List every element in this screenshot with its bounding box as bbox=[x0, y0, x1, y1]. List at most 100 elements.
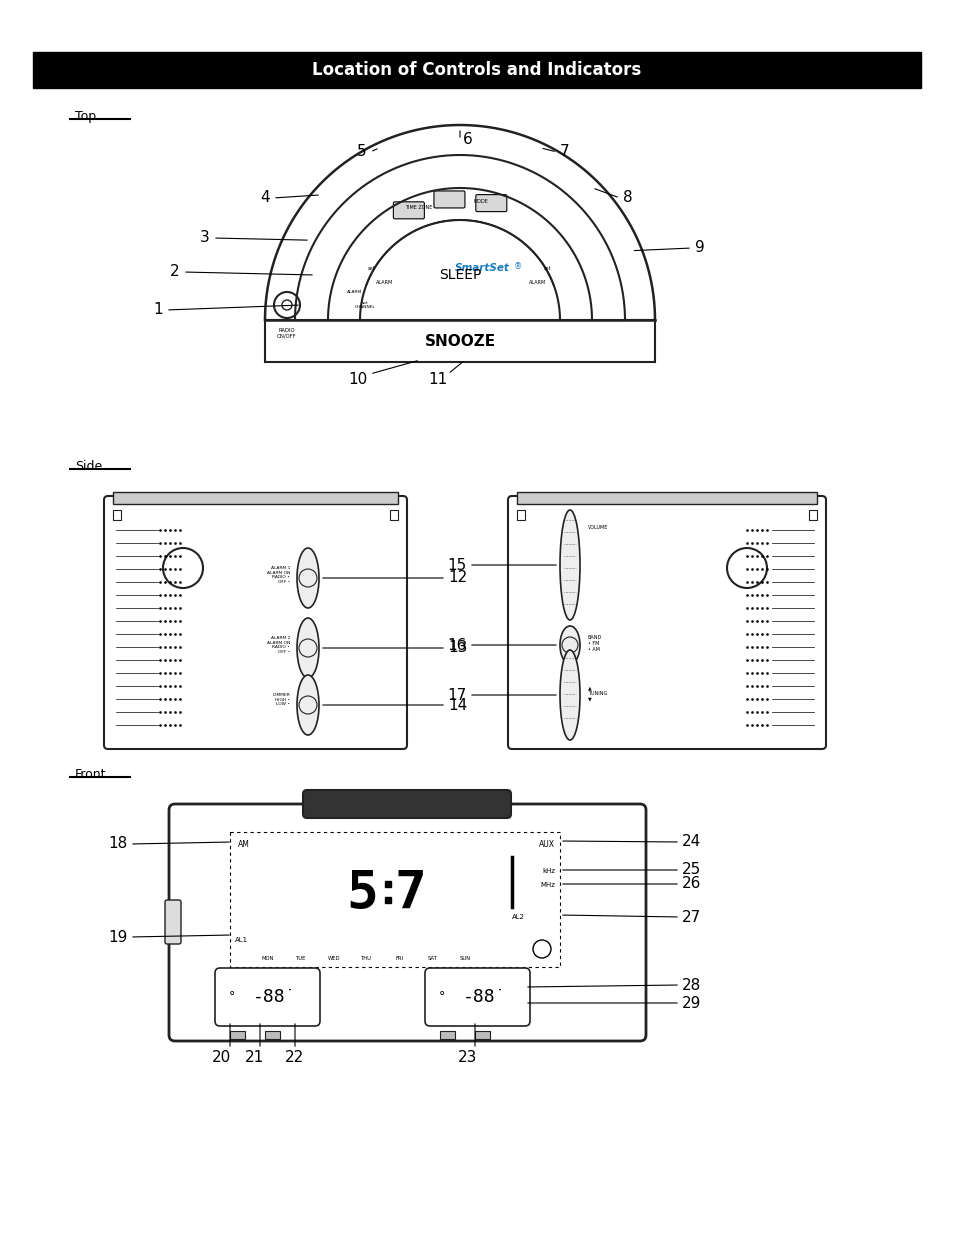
Bar bbox=[112, 492, 397, 504]
Text: Front: Front bbox=[75, 768, 107, 781]
FancyBboxPatch shape bbox=[169, 804, 645, 1041]
Text: Side: Side bbox=[75, 459, 102, 473]
Text: 29: 29 bbox=[681, 995, 701, 1010]
FancyBboxPatch shape bbox=[393, 201, 424, 219]
Bar bbox=[230, 832, 559, 967]
Bar bbox=[517, 510, 524, 520]
Text: 7: 7 bbox=[394, 868, 425, 920]
Text: 15: 15 bbox=[447, 557, 466, 573]
Text: AM: AM bbox=[237, 840, 250, 848]
Text: 6: 6 bbox=[462, 132, 473, 147]
Bar bbox=[265, 1031, 280, 1039]
Text: ALARM: ALARM bbox=[347, 290, 362, 294]
Text: 9: 9 bbox=[695, 241, 704, 256]
Text: ALARM 2
ALARM ON
RADIO •
OFF •: ALARM 2 ALARM ON RADIO • OFF • bbox=[267, 636, 290, 653]
Text: THU: THU bbox=[360, 956, 372, 961]
Text: 11: 11 bbox=[428, 373, 447, 388]
Text: set: set bbox=[368, 266, 375, 270]
Bar bbox=[390, 510, 397, 520]
Text: -88˙: -88˙ bbox=[253, 988, 296, 1007]
Text: 28: 28 bbox=[681, 977, 700, 993]
Text: MHz: MHz bbox=[539, 882, 555, 888]
Bar bbox=[808, 510, 816, 520]
Text: ALARM: ALARM bbox=[376, 279, 394, 284]
Text: 14: 14 bbox=[448, 698, 467, 713]
Text: SLEEP: SLEEP bbox=[438, 268, 480, 282]
Ellipse shape bbox=[296, 548, 318, 608]
FancyBboxPatch shape bbox=[507, 496, 825, 748]
Bar bbox=[230, 1031, 245, 1039]
Text: set
CHANNEL: set CHANNEL bbox=[355, 300, 375, 309]
Text: RADIO
ON/OFF: RADIO ON/OFF bbox=[277, 329, 296, 338]
Text: Top: Top bbox=[75, 110, 96, 124]
Text: ▲
TUNING
▼: ▲ TUNING ▼ bbox=[587, 685, 607, 701]
Text: 18: 18 bbox=[109, 836, 128, 851]
Text: VOLUME: VOLUME bbox=[587, 525, 608, 530]
Text: ALARM 1
ALARM ON
RADIO •
OFF •: ALARM 1 ALARM ON RADIO • OFF • bbox=[267, 566, 290, 584]
Text: AL2: AL2 bbox=[512, 914, 524, 920]
Ellipse shape bbox=[559, 510, 579, 620]
Text: 16: 16 bbox=[447, 637, 466, 652]
Ellipse shape bbox=[559, 650, 579, 740]
Text: BAND
• FM
• AM: BAND • FM • AM bbox=[587, 635, 601, 652]
Text: Location of Controls and Indicators: Location of Controls and Indicators bbox=[312, 61, 641, 79]
Text: 20: 20 bbox=[213, 1050, 232, 1065]
Text: 5: 5 bbox=[346, 868, 377, 920]
Text: 24: 24 bbox=[681, 835, 700, 850]
Text: 12: 12 bbox=[448, 571, 467, 585]
Ellipse shape bbox=[296, 676, 318, 735]
Text: MODE: MODE bbox=[473, 199, 488, 204]
FancyBboxPatch shape bbox=[476, 195, 506, 211]
Text: 26: 26 bbox=[681, 877, 701, 892]
Text: 21: 21 bbox=[245, 1050, 264, 1065]
Text: °: ° bbox=[229, 990, 235, 1004]
Text: 27: 27 bbox=[681, 909, 700, 925]
Text: 13: 13 bbox=[448, 641, 467, 656]
Text: °: ° bbox=[438, 990, 445, 1004]
Text: 17: 17 bbox=[447, 688, 466, 703]
Text: TUE: TUE bbox=[295, 956, 306, 961]
FancyBboxPatch shape bbox=[214, 968, 319, 1026]
FancyBboxPatch shape bbox=[434, 191, 464, 207]
Text: SNOOZE: SNOOZE bbox=[424, 333, 495, 348]
Text: 8: 8 bbox=[622, 190, 632, 205]
Text: SmartSet: SmartSet bbox=[454, 263, 509, 273]
Text: -88˙: -88˙ bbox=[463, 988, 506, 1007]
Bar bbox=[517, 492, 816, 504]
Text: set: set bbox=[543, 266, 551, 270]
Text: ALARM: ALARM bbox=[529, 279, 546, 284]
Text: AL1: AL1 bbox=[234, 937, 248, 944]
Bar bbox=[265, 320, 655, 362]
Text: AUX: AUX bbox=[538, 840, 555, 848]
Text: kHz: kHz bbox=[541, 868, 555, 874]
Text: ®: ® bbox=[514, 263, 521, 272]
Ellipse shape bbox=[296, 618, 318, 678]
Text: 23: 23 bbox=[457, 1050, 477, 1065]
Text: 3: 3 bbox=[200, 231, 210, 246]
Text: 10: 10 bbox=[348, 373, 367, 388]
FancyBboxPatch shape bbox=[424, 968, 530, 1026]
Text: SUN: SUN bbox=[459, 956, 470, 961]
Bar bbox=[33, 52, 920, 88]
Bar bbox=[475, 1031, 490, 1039]
Bar bbox=[439, 1031, 455, 1039]
Text: 19: 19 bbox=[109, 930, 128, 945]
Text: 7: 7 bbox=[559, 144, 569, 159]
Text: 25: 25 bbox=[681, 862, 700, 878]
FancyBboxPatch shape bbox=[104, 496, 407, 748]
Text: MON: MON bbox=[261, 956, 274, 961]
Ellipse shape bbox=[559, 626, 579, 664]
Text: 2: 2 bbox=[170, 264, 179, 279]
Text: DIMMER
HIGH •
LOW •: DIMMER HIGH • LOW • bbox=[272, 693, 290, 706]
Bar bbox=[112, 510, 121, 520]
Text: 22: 22 bbox=[285, 1050, 304, 1065]
FancyBboxPatch shape bbox=[303, 790, 511, 818]
Text: FRI: FRI bbox=[395, 956, 403, 961]
Text: WED: WED bbox=[327, 956, 339, 961]
Text: 5: 5 bbox=[356, 144, 366, 159]
Text: 4: 4 bbox=[260, 190, 270, 205]
FancyBboxPatch shape bbox=[165, 900, 181, 944]
Text: TIME ZONE: TIME ZONE bbox=[404, 205, 432, 210]
Text: 1: 1 bbox=[153, 303, 163, 317]
Text: SAT: SAT bbox=[427, 956, 436, 961]
